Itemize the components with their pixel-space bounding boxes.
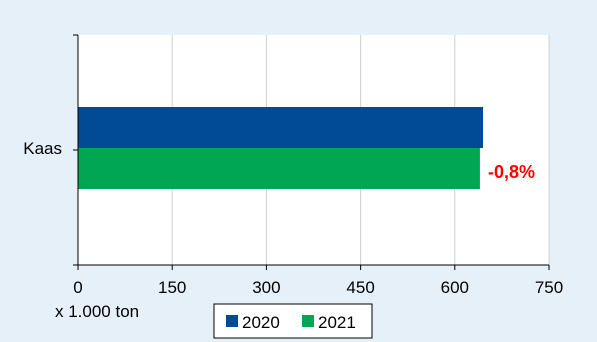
change-annotation: -0,8% <box>488 162 535 182</box>
x-tick-label-0: 0 <box>73 278 82 297</box>
category-label-kaas: Kaas <box>23 139 62 158</box>
legend-swatch-2020 <box>226 315 238 327</box>
legend-label-2021: 2021 <box>318 313 356 332</box>
legend-label-2020: 2020 <box>242 313 280 332</box>
x-tick-label-450: 450 <box>346 278 374 297</box>
x-tick-label-300: 300 <box>252 278 280 297</box>
x-tick-label-150: 150 <box>158 278 186 297</box>
bar-kaas-2020 <box>78 107 484 148</box>
bar-kaas-2021 <box>78 148 480 189</box>
x-tick-label-750: 750 <box>535 278 563 297</box>
x-tick-label-600: 600 <box>441 278 469 297</box>
legend-box <box>213 303 373 339</box>
legend-swatch-2021 <box>302 315 314 327</box>
x-axis-label: x 1.000 ton <box>55 302 139 321</box>
